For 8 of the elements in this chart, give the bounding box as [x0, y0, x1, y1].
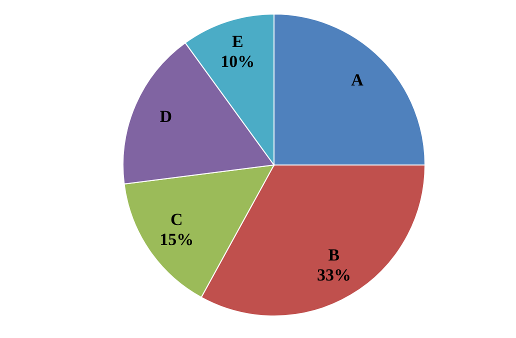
- slice-label: A: [351, 70, 364, 90]
- slice-label: C: [170, 210, 183, 230]
- data-label: 15%: [160, 230, 194, 250]
- slice-label: E: [232, 32, 244, 51]
- slice-label: D: [160, 107, 172, 126]
- data-label: 10%: [220, 52, 255, 71]
- data-label: 33%: [316, 265, 351, 284]
- slice-label: B: [328, 245, 340, 264]
